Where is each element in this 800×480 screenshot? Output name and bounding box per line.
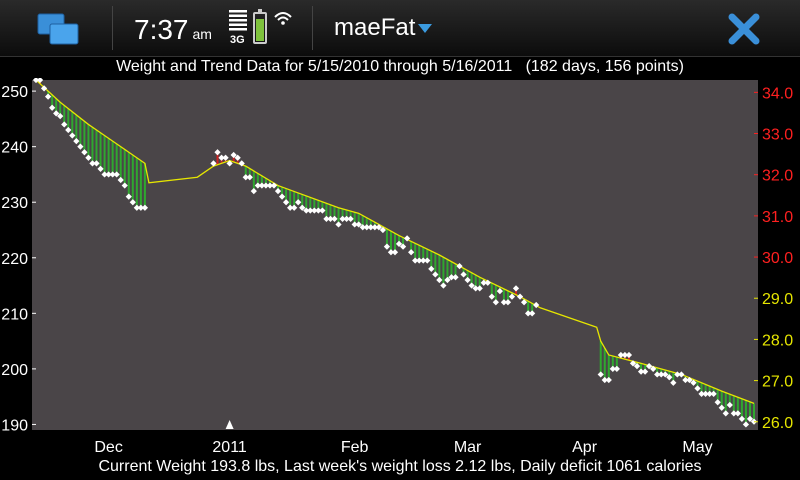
data-point [488, 293, 495, 300]
data-point [492, 299, 499, 306]
x-tick-label: 2011 [212, 439, 247, 456]
y-tick-label-right: 29.0 [762, 291, 793, 308]
data-point [57, 112, 64, 120]
data-point [242, 174, 249, 181]
data-point [121, 182, 128, 189]
data-point [399, 243, 407, 250]
y-tick-label-left: 200 [1, 362, 28, 379]
data-point [105, 171, 112, 178]
data-point [367, 224, 374, 231]
status-divider [312, 6, 313, 50]
data-point [698, 390, 705, 398]
x-tick-label: May [682, 439, 712, 456]
data-point [702, 390, 709, 398]
close-icon[interactable] [727, 12, 761, 46]
data-point [371, 224, 378, 231]
data-point [109, 171, 116, 178]
data-point [49, 104, 56, 111]
wifi-icon [274, 12, 292, 25]
data-point [214, 149, 221, 156]
y-tick-label-right: 28.0 [762, 332, 793, 349]
y-tick-label-left: 220 [1, 251, 28, 268]
data-point [53, 110, 60, 117]
data-point [44, 93, 52, 100]
data-point [250, 187, 257, 195]
data-point [637, 368, 645, 375]
data-point [375, 224, 382, 231]
data-point [746, 415, 754, 423]
data-point [710, 390, 717, 398]
data-point [690, 379, 697, 386]
status-bar: 7:37 am 3G maeFat [0, 0, 800, 57]
data-point [113, 171, 120, 178]
data-point [141, 204, 149, 211]
status-divider [112, 6, 113, 50]
data-point [533, 301, 540, 309]
data-point [383, 243, 391, 250]
network-type: 3G [230, 34, 245, 46]
window-switcher-icon[interactable] [36, 12, 80, 46]
clock[interactable]: 7:37 am [134, 14, 212, 45]
y-tick-label-right: 32.0 [762, 168, 793, 185]
data-point [738, 415, 746, 423]
y-tick-label-right: 33.0 [762, 127, 793, 144]
y-tick-label-left: 230 [1, 195, 28, 212]
app-title[interactable]: maeFat [334, 14, 416, 41]
dropdown-arrow-icon[interactable] [418, 24, 432, 33]
y-tick-label-right: 34.0 [762, 85, 793, 102]
y-tick-label-right: 26.0 [762, 415, 793, 432]
x-tick-label: Feb [341, 439, 369, 456]
data-point [101, 171, 108, 178]
data-point [246, 174, 253, 181]
y-tick-label-right: 27.0 [762, 374, 793, 391]
data-point [670, 379, 677, 386]
y-tick-label-left: 210 [1, 306, 28, 323]
y-tick-label-left: 190 [1, 417, 28, 434]
data-point [61, 121, 68, 128]
y-tick-label-right: 30.0 [762, 250, 793, 267]
data-point [133, 204, 140, 211]
x-tick-label: Apr [572, 439, 598, 456]
data-point [359, 224, 366, 231]
data-point [452, 274, 459, 281]
weight-chart: 190 200 210 220 230 240 250 26.0 27.0 28.0 29.0 30.… [1, 78, 793, 456]
y-tick-label-left: 240 [1, 140, 28, 157]
data-point [641, 368, 649, 375]
data-point [137, 204, 144, 211]
data-point [363, 224, 370, 231]
trend-line [35, 79, 755, 404]
data-point [117, 176, 124, 184]
data-point [230, 151, 237, 159]
data-point [129, 199, 136, 206]
data-point [650, 365, 657, 373]
x-tick-label: Dec [94, 439, 122, 456]
data-point [706, 390, 713, 398]
data-point [504, 299, 512, 306]
data-point [516, 293, 524, 300]
battery-icon [253, 9, 267, 44]
y-tick-label-left: 250 [1, 84, 28, 101]
data-point [97, 165, 104, 173]
signal-bars-icon [229, 10, 247, 31]
data-point [391, 249, 399, 256]
data-point [387, 249, 395, 256]
data-point [613, 365, 620, 373]
y-tick-label-right: 31.0 [762, 209, 793, 226]
summary-footer: Current Weight 193.8 lbs, Last week's we… [98, 458, 702, 475]
data-point [609, 365, 616, 373]
year-marker [225, 420, 234, 429]
data-point [408, 249, 415, 256]
data-point [718, 404, 725, 411]
x-tick-label: Mar [454, 439, 482, 456]
data-point [448, 274, 455, 281]
data-point [500, 299, 508, 306]
chart-title: Weight and Trend Data for 5/15/2010 thro… [116, 58, 684, 75]
